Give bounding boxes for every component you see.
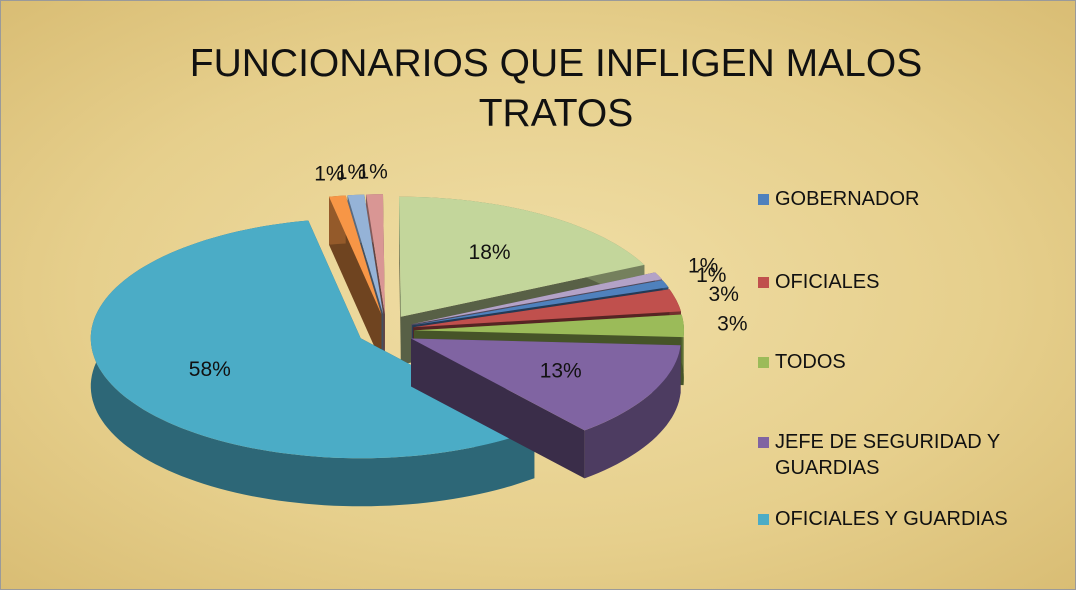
legend-swatch [758, 514, 769, 525]
pie-slice [329, 195, 382, 363]
data-label: 1% [696, 264, 726, 287]
chart-title: FUNCIONARIOS QUE INFLIGEN MALOS TRATOS [189, 42, 923, 135]
legend-label: OFICIALES Y GUARDIAS [775, 508, 1008, 530]
slice-top [329, 195, 382, 315]
legend-swatch [758, 277, 769, 288]
slice-side [584, 345, 681, 479]
slice-top [414, 314, 684, 338]
slice-top [347, 194, 384, 315]
slice-side [90, 220, 535, 507]
pie-slice [90, 220, 535, 507]
legend-label: OFICIALES [775, 271, 880, 293]
pie-slice [411, 338, 681, 479]
legend-swatch [758, 357, 769, 368]
slice-wall [411, 338, 585, 479]
slice-top [399, 196, 645, 317]
slice-top [413, 289, 681, 328]
data-label: 3% [717, 312, 747, 335]
legend-swatch [758, 437, 769, 448]
slice-top [366, 194, 385, 315]
legend-label: GOBERNADOR [775, 188, 920, 210]
slice-top [411, 338, 681, 431]
legend-label: TODOS [775, 351, 846, 373]
data-label: 58% [189, 358, 231, 381]
slice-top [412, 280, 669, 326]
data-label: 13% [540, 359, 582, 382]
data-label: 3% [709, 283, 739, 306]
data-label: 1% [688, 255, 718, 278]
legend-label: JEFE DE SEGURIDAD Y GUARDIAS [775, 431, 1000, 479]
slice-top [411, 272, 662, 325]
data-label: 1% [336, 161, 366, 184]
legend-swatch [758, 194, 769, 205]
data-label: 18% [469, 241, 511, 264]
data-label: 1% [358, 160, 388, 183]
slice-top [90, 220, 535, 459]
data-label: 1% [314, 162, 344, 185]
